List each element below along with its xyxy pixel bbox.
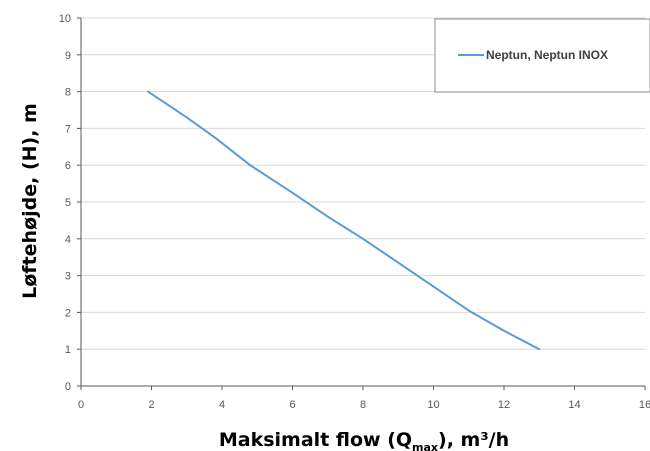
y-tick-label: 6 <box>65 160 71 172</box>
legend-label-neptun: Neptun, Neptun INOX <box>486 48 608 62</box>
y-tick-label: 0 <box>65 381 71 393</box>
x-tick-label: 14 <box>568 399 580 411</box>
axes <box>77 17 646 390</box>
y-tick-label: 2 <box>65 307 71 319</box>
x-tick-label: 0 <box>78 399 84 411</box>
y-tick-label: 8 <box>65 87 71 99</box>
y-tick-label: 4 <box>65 234 71 246</box>
x-axis-title-main: Maksimalt flow (Q <box>219 429 412 451</box>
x-axis-title-subscript: max <box>412 441 438 451</box>
x-tick-label: 10 <box>427 399 439 411</box>
y-tick-label: 5 <box>65 197 71 209</box>
y-tick-label: 10 <box>59 13 71 25</box>
y-tick-label: 1 <box>65 344 71 356</box>
x-tick-label: 12 <box>498 399 510 411</box>
y-axis-title: Løftehøjde, (H), m <box>19 103 41 299</box>
x-axis-title-suffix: ), m³/h <box>438 429 509 451</box>
x-axis-title: Maksimalt flow (Qmax), m³/h <box>219 429 509 451</box>
series-line-neptun <box>147 90 541 351</box>
x-tick-labels: 0 2 4 6 8 10 12 14 16 <box>78 399 650 411</box>
x-tick-label: 6 <box>289 399 295 411</box>
x-tick-label: 8 <box>360 399 366 411</box>
series <box>147 90 541 351</box>
legend: Neptun, Neptun INOX <box>434 18 650 93</box>
x-tick-label: 4 <box>219 399 225 411</box>
x-tick-label: 16 <box>639 399 650 411</box>
grid <box>81 17 645 350</box>
y-tick-label: 3 <box>65 271 71 283</box>
x-tick-label: 2 <box>148 399 154 411</box>
y-tick-labels: 0 1 2 3 4 5 6 7 8 9 10 <box>59 13 71 393</box>
y-tick-label: 9 <box>65 50 71 62</box>
y-tick-label: 7 <box>65 123 71 135</box>
